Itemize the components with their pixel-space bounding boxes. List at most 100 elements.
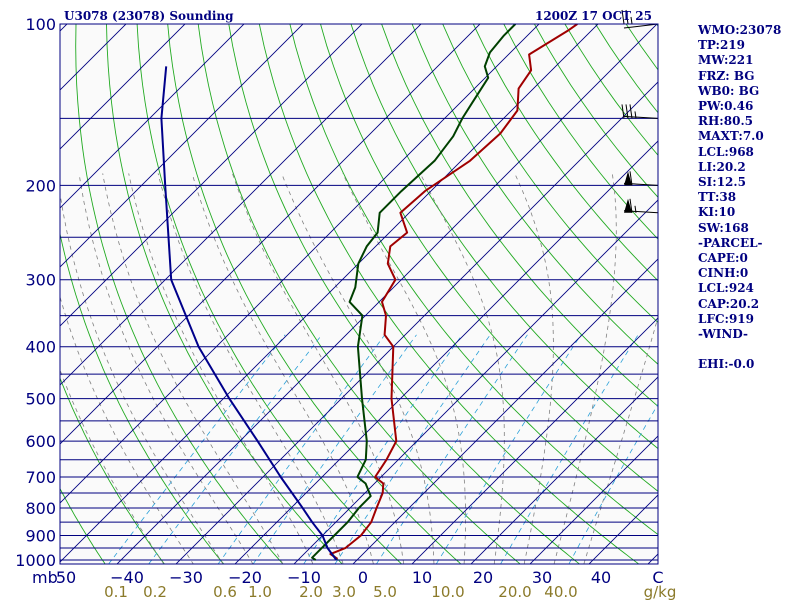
index-item: MAXT:7.0 (698, 129, 764, 144)
index-item (698, 342, 798, 357)
mixing-ratio-label: 20.0 (498, 583, 531, 600)
pressure-tick-label: 700 (25, 468, 56, 487)
moist-adiabat (583, 315, 658, 564)
wind-barb-feather (629, 198, 633, 213)
index-item: KI:10 (698, 205, 736, 220)
moist-adiabat (102, 173, 284, 564)
dewpoint-line (311, 24, 517, 561)
wind-barb-feather (625, 104, 629, 119)
mixing-ratio-label: 0.1 (104, 583, 128, 600)
mixing-ratio-line (375, 334, 528, 564)
pressure-tick-label: 600 (25, 432, 56, 451)
valid-time: 1200Z 17 OCT 25 (535, 9, 652, 23)
moist-adiabat (342, 173, 466, 564)
mixing-ratio-label: 0.6 (213, 583, 237, 600)
index-item: PW:0.46 (698, 99, 754, 114)
parcel-line (160, 66, 338, 561)
mixing-ratio-label: 5.0 (373, 583, 397, 600)
wind-barb-half-feather (634, 205, 637, 213)
wind-barb-feather (625, 9, 629, 25)
mixing-ratio-line (217, 334, 386, 564)
isotherm-line (352, 258, 658, 564)
plot-area (60, 24, 658, 564)
index-item: MW:221 (698, 53, 754, 68)
moist-adiabat (232, 173, 405, 564)
wind-barb-half-feather (634, 111, 637, 119)
wind-barb (623, 198, 659, 214)
dry-adiabat (60, 376, 165, 564)
sounding-series (160, 24, 578, 561)
wind-barb-pennant (624, 171, 632, 186)
pressure-tick-label: 1000 (15, 551, 56, 570)
index-item: LCL:924 (698, 281, 754, 296)
moist-adiabat (60, 191, 224, 564)
moist-adiabat (60, 295, 194, 564)
isotherm-line (60, 24, 186, 150)
wind-barb (621, 9, 659, 29)
index-item: RH:80.5 (698, 114, 753, 129)
index-item: TP:219 (698, 38, 746, 53)
mixing-ratio-label: 1.0 (248, 583, 272, 600)
pressure-tick-label: 300 (25, 271, 56, 290)
mixing-ratio-label: 3.0 (332, 583, 356, 600)
isotherm-line (60, 24, 363, 327)
mixing-ratio-label: 2.0 (299, 583, 323, 600)
mixing-ratio-label: 0.2 (143, 583, 167, 600)
temperature-tick-label: 30 (532, 568, 552, 587)
moist-adiabat (78, 173, 254, 564)
wind-barb-feather (621, 9, 625, 25)
index-item: TT:38 (698, 190, 737, 205)
mixing-ratio-line (435, 334, 582, 564)
plot-frame (59, 23, 659, 565)
moist-adiabat (60, 368, 165, 564)
wind-barb-feather (629, 171, 633, 186)
wind-barbs (621, 9, 659, 214)
pressure-tick-label: 100 (25, 15, 56, 34)
isotherm-line (60, 24, 481, 445)
moist-adiabat (157, 173, 344, 564)
index-item: LCL:968 (698, 144, 754, 159)
moist-adiabat (128, 173, 314, 564)
isotherm-line (529, 435, 658, 564)
pressure-unit-label: mb (32, 568, 58, 587)
temperature-tick-label: 0 (358, 568, 368, 587)
isotherm-line (60, 24, 304, 268)
mixing-ratio-line (303, 334, 463, 564)
index-item: CAPE:0 (698, 251, 748, 266)
temperature-tick-label: 20 (473, 568, 493, 587)
temperature-tick-label: 40 (591, 568, 611, 587)
wind-barb-half-feather (630, 16, 633, 25)
mixing-ratio-line (568, 403, 658, 564)
temperature-tick-label: 10 (412, 568, 432, 587)
isotherm-line (60, 24, 422, 386)
pressure-tick-label: 800 (25, 499, 56, 518)
index-item: SW:168 (698, 220, 749, 235)
wind-barb-shaft (623, 23, 659, 29)
station-title: U3078 (23078) Sounding (64, 9, 234, 23)
moist-adiabat (191, 173, 374, 564)
moist-adiabat (514, 173, 554, 564)
isotherm-line (293, 199, 658, 564)
index-item: EHI:-0.0 (698, 357, 755, 372)
pressure-tick-label: 400 (25, 338, 56, 357)
temperature-tick-label: −10 (287, 568, 321, 587)
index-item: CINH:0 (698, 266, 749, 281)
mixing-ratio-line (252, 334, 417, 564)
wind-barb (623, 171, 659, 186)
wind-barb (621, 104, 659, 119)
temperature-tick-label: −20 (228, 568, 262, 587)
pressure-tick-label: 900 (25, 526, 56, 545)
isotherm-line (60, 24, 540, 504)
wind-barb-feather (621, 104, 625, 119)
mixing-ratio-label: g/kg (644, 583, 677, 600)
index-item: FRZ: BG (698, 68, 755, 83)
index-item: LFC:919 (698, 311, 754, 326)
index-item: WMO:23078 (698, 23, 782, 37)
isotherm-line (60, 24, 599, 563)
isotherm-line (470, 376, 658, 564)
temperature-tick-label: −40 (110, 568, 144, 587)
index-item: CAP:20.2 (698, 296, 760, 311)
mixing-ratio-label: 40.0 (544, 583, 577, 600)
